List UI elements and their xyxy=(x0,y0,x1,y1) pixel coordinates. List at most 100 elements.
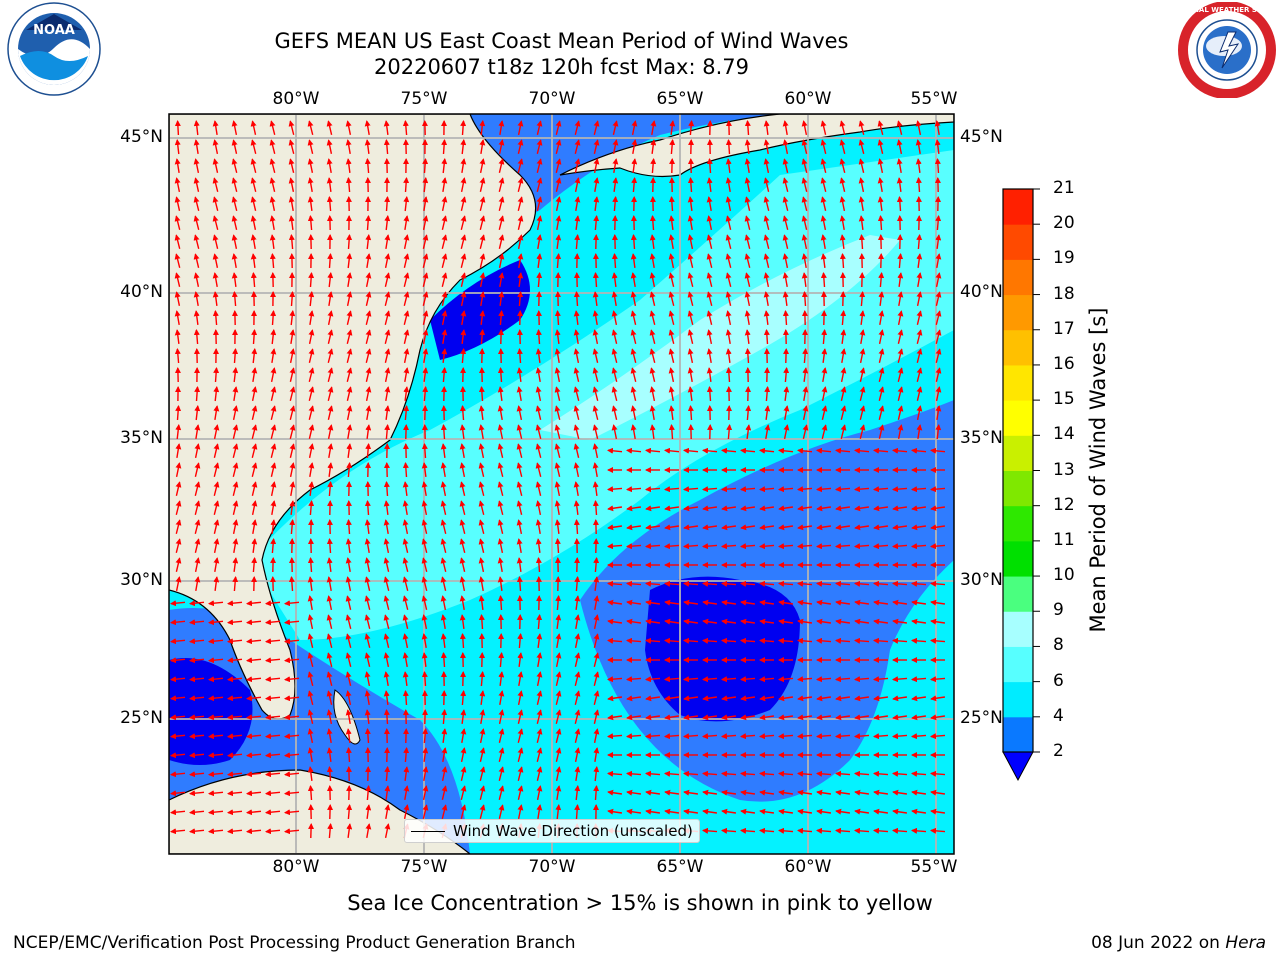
wind-wave-arrow xyxy=(327,253,334,269)
wind-wave-arrow xyxy=(574,234,581,250)
wind-wave-arrow xyxy=(554,310,561,326)
wind-wave-arrow xyxy=(592,329,599,345)
wind-wave-arrow xyxy=(763,196,770,211)
wind-wave-arrow xyxy=(820,272,827,288)
lat-tick-left: 30°N xyxy=(120,570,163,590)
wind-wave-arrow xyxy=(498,196,505,211)
wind-wave-arrow xyxy=(175,481,182,496)
colorbar-tick-label: 4 xyxy=(1053,705,1064,726)
colorbar-tick-label: 8 xyxy=(1053,635,1064,656)
wind-wave-arrow xyxy=(231,272,238,287)
wind-wave-arrow xyxy=(612,158,619,174)
wind-wave-arrow xyxy=(517,139,524,154)
wind-wave-arrow xyxy=(478,614,485,630)
wind-wave-arrow xyxy=(892,505,908,512)
wind-wave-arrow xyxy=(403,348,410,364)
wave-band-se-low xyxy=(645,576,800,722)
lon-tick-top: 70°W xyxy=(528,89,576,109)
wind-wave-arrow xyxy=(555,234,562,249)
wind-wave-arrow xyxy=(878,272,885,288)
wind-wave-arrow xyxy=(213,405,220,421)
wind-wave-arrow xyxy=(498,215,505,230)
wind-wave-arrow xyxy=(403,272,410,287)
wind-wave-arrow xyxy=(327,443,334,459)
wind-wave-arrow xyxy=(687,348,694,364)
wind-wave-arrow xyxy=(820,177,827,192)
wind-wave-arrow xyxy=(573,348,580,364)
wind-wave-arrow xyxy=(232,443,239,458)
wind-wave-arrow xyxy=(626,580,642,587)
wind-wave-arrow xyxy=(346,253,353,269)
wind-wave-arrow xyxy=(327,291,334,307)
wind-wave-arrow xyxy=(702,447,718,454)
wind-wave-arrow xyxy=(612,120,619,135)
wind-wave-arrow xyxy=(725,196,732,212)
wind-wave-arrow xyxy=(649,386,656,402)
wind-wave-arrow xyxy=(232,348,239,364)
wind-wave-arrow xyxy=(897,291,904,307)
wind-wave-arrow xyxy=(688,120,695,136)
wind-wave-arrow xyxy=(911,486,927,493)
wind-wave-arrow xyxy=(212,272,219,288)
wind-wave-arrow xyxy=(744,177,751,193)
wind-wave-arrow xyxy=(326,158,333,174)
wind-wave-arrow xyxy=(269,234,276,249)
wind-wave-arrow xyxy=(384,348,391,363)
wind-wave-arrow xyxy=(212,291,219,306)
wind-wave-arrow xyxy=(668,405,675,420)
footer-date-text: 08 Jun 2022 on xyxy=(1091,933,1226,953)
colorbar-extend-triangle xyxy=(1002,751,1034,782)
wind-wave-arrow xyxy=(232,386,239,402)
wind-wave-arrow xyxy=(797,543,813,550)
wind-wave-arrow xyxy=(892,524,908,531)
wind-wave-arrow xyxy=(346,462,353,478)
wind-wave-arrow xyxy=(802,348,809,364)
wind-wave-arrow xyxy=(307,139,314,154)
wind-wave-arrow xyxy=(384,310,391,325)
wind-wave-arrow xyxy=(213,462,220,477)
wind-wave-arrow xyxy=(193,120,200,136)
land-us-east xyxy=(169,114,537,720)
nws-logo-icon: NATIONAL WEATHER SERVICE xyxy=(1169,1,1280,99)
wind-wave-arrow xyxy=(307,215,314,231)
wind-wave-arrow xyxy=(897,310,904,326)
wind-wave-arrow xyxy=(440,576,447,591)
wind-wave-arrow xyxy=(174,120,181,136)
wind-wave-arrow xyxy=(858,234,865,250)
wind-wave-arrow xyxy=(402,481,409,496)
wind-wave-arrow xyxy=(308,500,315,516)
wind-wave-arrow xyxy=(706,196,713,212)
wind-wave-arrow xyxy=(687,386,694,401)
wind-wave-arrow xyxy=(631,177,638,193)
wind-wave-arrow xyxy=(384,215,391,231)
wind-wave-arrow xyxy=(778,486,794,493)
wind-wave-arrow xyxy=(346,310,353,325)
wind-wave-arrow xyxy=(288,120,295,135)
wind-wave-arrow xyxy=(935,405,942,421)
wind-wave-arrow xyxy=(365,272,372,288)
wind-wave-arrow xyxy=(364,139,371,154)
wind-wave-arrow xyxy=(649,424,656,439)
wind-wave-arrow xyxy=(725,253,732,268)
wind-wave-arrow xyxy=(269,139,276,154)
wind-wave-arrow xyxy=(174,272,181,287)
wind-wave-arrow xyxy=(212,196,219,211)
colorbar-tick-label: 12 xyxy=(1053,494,1075,515)
wind-wave-arrow xyxy=(573,500,580,515)
wind-wave-arrow xyxy=(725,139,732,155)
wind-wave-arrow xyxy=(763,234,770,249)
wind-wave-arrow xyxy=(935,386,942,402)
wind-wave-arrow xyxy=(250,158,257,173)
wind-wave-arrow xyxy=(702,524,718,531)
wind-wave-arrow xyxy=(726,424,733,440)
wind-wave-arrow xyxy=(669,120,676,135)
wind-wave-arrow xyxy=(193,291,200,307)
wind-wave-arrow xyxy=(251,405,258,420)
wind-wave-arrow xyxy=(859,367,866,382)
wind-wave-arrow xyxy=(269,177,276,192)
wind-wave-arrow xyxy=(365,405,372,421)
wind-wave-arrow xyxy=(858,177,865,193)
wind-wave-arrow xyxy=(797,505,813,512)
wind-wave-arrow xyxy=(668,196,675,212)
wind-wave-arrow xyxy=(365,386,372,402)
